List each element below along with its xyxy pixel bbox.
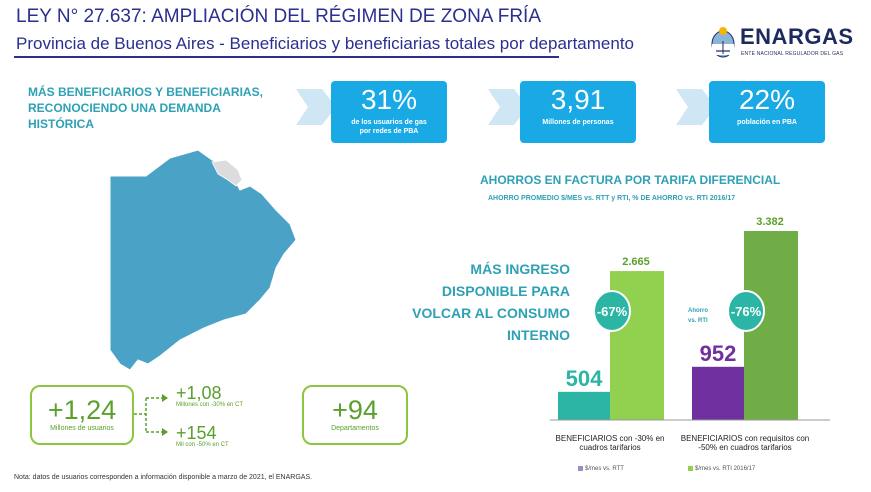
bar-value-label: 504 xyxy=(566,366,603,391)
chevron-arrow-icon xyxy=(296,89,336,125)
title-underline xyxy=(14,56,559,58)
page-title: LEY N° 27.637: AMPLIACIÓN DEL RÉGIMEN DE… xyxy=(16,6,541,27)
bar-value-label: 2.665 xyxy=(622,256,650,268)
legend-label: $/mes vs. RTI 2016/17 xyxy=(695,466,756,473)
chevron-arrow-icon xyxy=(488,89,528,125)
sub-stat: +154 Mil con -50% en CT xyxy=(176,424,229,448)
kpi-value: 22% xyxy=(738,84,796,115)
sub-stat-label: Mil con -50% en CT xyxy=(176,442,229,448)
departments-stat-value: +94 xyxy=(332,395,378,425)
kpi-value: 3,91 xyxy=(550,84,606,115)
chevron-arrow-icon xyxy=(676,89,716,125)
users-stat-label: Millones de usuarios xyxy=(50,425,114,432)
bar-value-label: 952 xyxy=(700,341,737,366)
category-label: BENEFICIARIOS con -30% en cuadros tarifa… xyxy=(555,434,665,452)
kpi-card: 31% de los usuarios de gas por redes de … xyxy=(331,81,447,143)
legend-item: $/mes vs. RTI 2016/17 xyxy=(688,466,755,472)
savings-title: AHORROS EN FACTURA POR TARIFA DIFERENCIA… xyxy=(480,173,781,187)
savings-circle xyxy=(593,290,631,332)
legend-label: $/mes vs. RTT xyxy=(585,466,624,473)
bar-rtt xyxy=(558,391,610,420)
ingreso-text: MÁS INGRESO DISPONIBLE PARA VOLCAR AL CO… xyxy=(412,261,570,343)
kpi-card: 22% población en PBA xyxy=(709,81,825,143)
bar-value-label: 3.382 xyxy=(756,216,784,228)
sub-stat-value: +154 xyxy=(176,423,217,443)
sub-stat-value: +1,08 xyxy=(176,383,222,403)
kpi-label: de los usuarios de gas por redes de PBA xyxy=(351,119,427,135)
page-subtitle: Provincia de Buenos Aires - Beneficiario… xyxy=(16,34,635,53)
departments-stat-label: Departamentos xyxy=(331,425,379,432)
category-label: BENEFICIARIOS con requisitos con -50% en… xyxy=(680,434,810,452)
sub-stat: +1,08 Millones con -30% en CT xyxy=(176,384,243,408)
savings-note: Ahorro xyxy=(688,308,708,314)
kpi-value: 31% xyxy=(360,84,418,115)
bar-rtt xyxy=(692,366,744,420)
headline-text: MÁS BENEFICIARIOS Y BENEFICIARIAS, RECON… xyxy=(28,85,263,131)
savings-bar-chart: 504 2.665 -67% 952 3.382 -76% Ahorro vs. RTI xyxy=(550,216,830,421)
kpi-card: 3,91 Millones de personas xyxy=(520,81,636,143)
sub-stat-label: Millones con -30% en CT xyxy=(176,402,244,408)
legend-item: $/mes vs. RTT xyxy=(578,466,624,472)
users-stat-value: +1,24 xyxy=(47,395,117,425)
savings-note: vs. RTI xyxy=(688,318,708,324)
kpi-label: población en PBA xyxy=(737,119,797,126)
buenos-aires-map xyxy=(109,150,297,371)
enargas-tagline: ENTE NACIONAL REGULADOR DEL GAS xyxy=(741,51,844,57)
argentina-shield-icon xyxy=(711,27,735,58)
savings-pct-label: -76% xyxy=(731,304,762,319)
legend-swatch xyxy=(578,466,583,471)
savings-subtitle: AHORRO PROMEDIO $/MES vs. RTT y RTI, % D… xyxy=(488,195,736,202)
users-stat-box: +1,24 Millones de usuarios xyxy=(30,385,134,445)
legend-swatch xyxy=(688,466,693,471)
savings-pct-label: -67% xyxy=(597,304,628,319)
footnote: Nota: datos de usuarios corresponden a i… xyxy=(14,474,313,481)
departments-stat-box: +94 Departamentos xyxy=(302,385,408,445)
kpi-label: Millones de personas xyxy=(542,119,614,126)
enargas-logo: ENARGAS xyxy=(740,24,854,49)
savings-circle xyxy=(727,290,765,332)
bracket-connector xyxy=(134,394,168,436)
